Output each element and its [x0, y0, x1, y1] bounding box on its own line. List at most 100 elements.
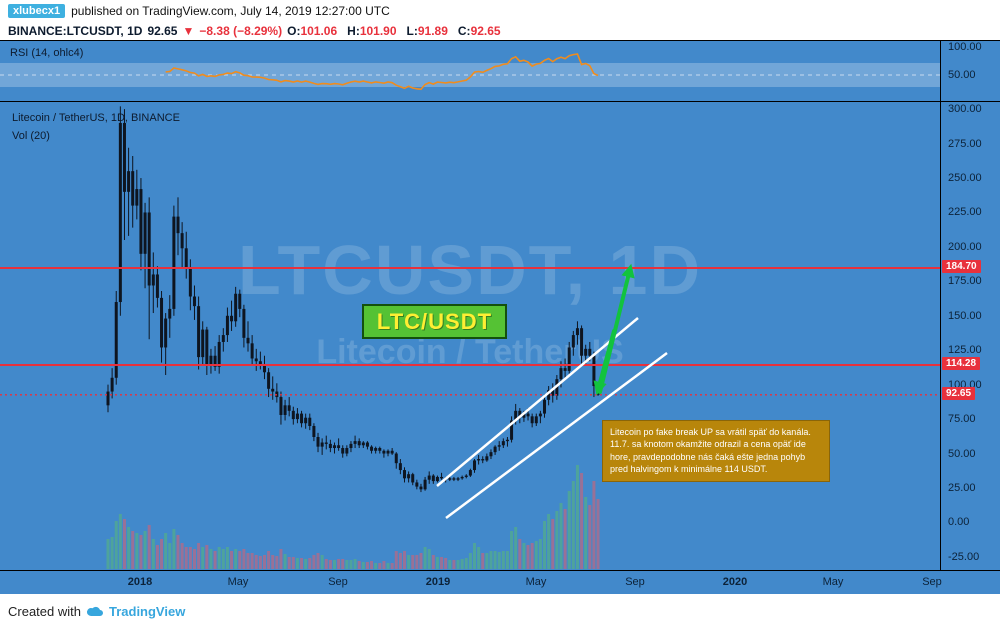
volume-bar — [122, 519, 126, 569]
candle-body — [172, 216, 176, 309]
volume-bar — [184, 547, 188, 569]
volume-bar — [452, 560, 456, 569]
volume-bar — [118, 514, 122, 569]
volume-bar — [567, 491, 571, 569]
channel-line — [445, 351, 668, 520]
tradingview-link[interactable]: TradingView — [108, 603, 186, 619]
candle-body — [160, 297, 164, 348]
candle-body — [151, 274, 155, 286]
footer: Created with TradingView — [0, 594, 1000, 628]
candle-body — [234, 293, 238, 322]
candle-body — [147, 212, 151, 286]
channel-line — [436, 317, 639, 487]
volume-bar — [477, 547, 481, 569]
volume-bar — [551, 519, 555, 569]
candle-body — [254, 358, 258, 362]
candle-body — [328, 443, 332, 449]
candle-body — [300, 413, 304, 424]
rsi-band — [0, 63, 940, 87]
price-tick: 75.00 — [948, 413, 976, 426]
volume-bar — [197, 543, 201, 569]
candle-body — [291, 410, 295, 420]
pane-divider — [0, 101, 1000, 102]
down-triangle-icon: ▼ — [182, 24, 195, 38]
candle-body — [230, 315, 234, 322]
candle-body — [374, 448, 378, 451]
volume-bar — [258, 556, 262, 569]
volume-bar — [160, 539, 164, 569]
username-badge[interactable]: xlubecx1 — [8, 4, 66, 18]
candle-body — [332, 445, 336, 449]
time-axis: 2018 May Sep 2019 May Sep 2020 May Sep — [0, 570, 1000, 595]
candle-body — [411, 474, 415, 483]
volume-bar — [378, 563, 382, 569]
volume-bar — [230, 551, 234, 569]
volume-bar — [234, 549, 238, 569]
candle-body — [452, 478, 456, 480]
volume-bar — [563, 509, 567, 569]
candle-body — [238, 293, 242, 309]
tradingview-cloud-icon — [86, 606, 103, 617]
candle-body — [559, 368, 563, 380]
candle-body — [547, 390, 551, 400]
candle-body — [407, 474, 411, 479]
volume-bar — [559, 503, 563, 569]
candle-body — [308, 417, 312, 426]
candle-body — [209, 355, 213, 366]
volume-bar — [402, 551, 406, 569]
candle-body — [543, 399, 547, 414]
volume-bar — [460, 559, 464, 569]
candle-body — [316, 437, 320, 447]
symbol-name: BINANCE:LTCUSDT, 1D — [8, 24, 143, 38]
volume-bar — [522, 543, 526, 569]
candle-body — [114, 302, 118, 378]
candle-body — [283, 405, 287, 415]
volume-bar — [201, 547, 205, 569]
candle-body — [312, 425, 316, 438]
volume-bar — [361, 562, 365, 569]
volume-bar — [250, 553, 254, 569]
volume-bar — [271, 555, 275, 569]
candle-body — [456, 478, 460, 480]
candle-body — [139, 189, 143, 254]
price-tick: 200.00 — [948, 240, 982, 253]
volume-bar — [514, 527, 518, 569]
candle-body — [349, 443, 353, 449]
candle-body — [489, 452, 493, 457]
ohlc-low: L:91.89 — [406, 24, 448, 38]
volume-bar — [510, 531, 514, 569]
candle-body — [180, 233, 184, 249]
price-badge: 92.65 — [942, 386, 976, 400]
price-tick: 0.00 — [948, 516, 970, 529]
volume-bar — [209, 549, 213, 569]
candle-body — [464, 475, 468, 477]
volume-bar — [308, 558, 312, 569]
volume-bar — [580, 473, 584, 569]
volume-bar — [464, 558, 468, 569]
candle-body — [287, 405, 291, 411]
candle-body — [337, 445, 341, 449]
candle-body — [571, 335, 575, 348]
candle-body — [122, 122, 126, 192]
volume-bar — [168, 543, 172, 569]
volume-bar — [337, 559, 341, 569]
volume-bar — [176, 535, 180, 569]
volume-bar — [283, 554, 287, 569]
candle-body — [262, 363, 266, 373]
volume-bar — [440, 557, 444, 569]
candle-body — [592, 355, 596, 387]
candle-body — [415, 482, 419, 487]
volume-bar — [316, 553, 320, 569]
time-tick: 2018 — [127, 576, 153, 588]
volume-bar — [382, 561, 386, 569]
candle-body — [378, 448, 382, 451]
price-tick: 225.00 — [948, 206, 982, 219]
volume-bar — [584, 497, 588, 569]
volume-bar — [320, 555, 324, 569]
volume-bar — [501, 551, 505, 569]
candle-body — [584, 348, 588, 356]
rsi-tick: 50.00 — [948, 69, 976, 81]
candle-body — [530, 416, 534, 424]
candle-body — [497, 445, 501, 447]
volume-bar — [555, 511, 559, 569]
